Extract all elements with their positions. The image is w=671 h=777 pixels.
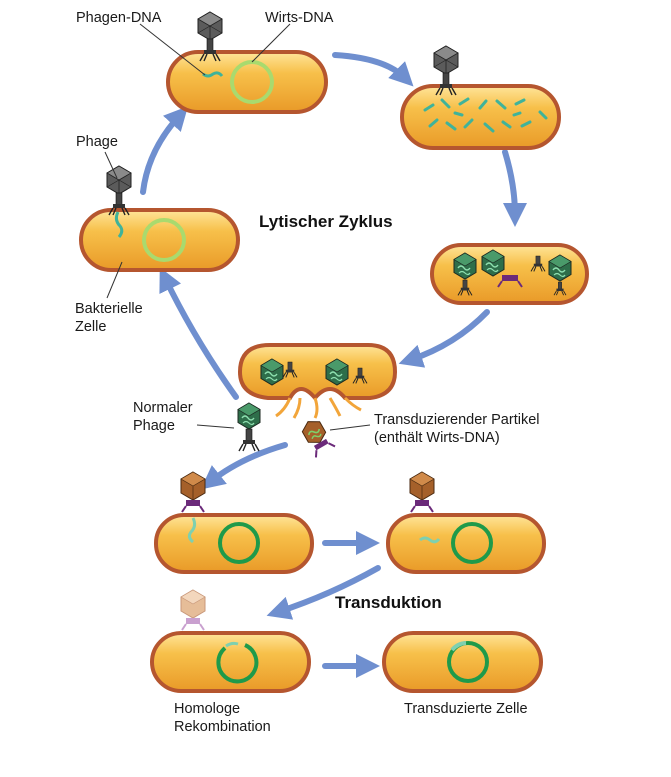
label-phage-dna: Phagen-DNA xyxy=(76,10,162,26)
label-transduction: Transduktion xyxy=(335,593,442,612)
label-host-dna: Wirts-DNA xyxy=(265,10,334,26)
arrow-assemble-to-lysis xyxy=(398,309,490,368)
host-dna-circle xyxy=(142,218,186,262)
phage-dna-injected xyxy=(114,211,124,238)
dna-fragments xyxy=(423,97,548,133)
label-lytic-cycle: Lytischer Zyklus xyxy=(259,212,393,231)
cell-transduced xyxy=(382,631,543,693)
label-transduced-cell: Transduzierte Zelle xyxy=(404,701,528,717)
cell-lysis xyxy=(237,343,398,419)
label-bacterial-cell-1: Bakterielle xyxy=(75,301,143,317)
arrow-normal-phage-to-attach xyxy=(159,267,239,400)
recombining-dna xyxy=(216,643,259,684)
faded-phage-icon xyxy=(180,589,206,631)
arrow-transducing-to-cell xyxy=(200,442,288,490)
brown-phage-icon xyxy=(409,471,435,513)
phage-icon xyxy=(106,165,132,216)
label-bacterial-cell-2: Zelle xyxy=(75,319,106,335)
cell-replication xyxy=(400,45,561,150)
arrow-infect-to-replicate xyxy=(332,52,414,87)
label-normal-phage-2: Phage xyxy=(133,418,175,434)
host-dna-circle xyxy=(451,522,493,564)
burst-rays xyxy=(275,396,362,419)
arrow-transfer-to-recombine xyxy=(266,565,381,620)
cell-transduction-injection xyxy=(154,471,314,574)
injected-dna xyxy=(187,517,197,544)
cell-transduction-transfer xyxy=(386,471,546,574)
cycle-arrows xyxy=(140,52,527,678)
brown-phage-icon xyxy=(180,471,206,513)
label-transducing-particle-2: (enthält Wirts-DNA) xyxy=(374,430,500,446)
label-homologous-recombination-1: Homologe xyxy=(174,701,240,717)
integrated-segment xyxy=(450,641,467,652)
transferred-dna xyxy=(419,536,441,544)
cell-attachment xyxy=(79,165,240,272)
host-dna-circle xyxy=(447,641,489,683)
label-normal-phage-1: Normaler xyxy=(133,400,193,416)
arrow-attach-to-infect xyxy=(140,106,189,195)
arrow-replicate-to-assemble xyxy=(502,149,527,227)
host-dna-circle xyxy=(218,522,260,564)
normal-phage-icon xyxy=(237,402,261,452)
label-transducing-particle-1: Transduzierender Partikel xyxy=(374,412,539,428)
cell-recombination xyxy=(150,589,311,693)
cell-assembly xyxy=(430,243,589,305)
transducing-particle-icon xyxy=(301,421,336,458)
phage-dna-fragment xyxy=(202,71,224,78)
cell-infection-top xyxy=(166,11,328,114)
label-homologous-recombination-2: Rekombination xyxy=(174,719,271,735)
leader-lines xyxy=(104,23,371,431)
label-phage: Phage xyxy=(76,134,118,150)
